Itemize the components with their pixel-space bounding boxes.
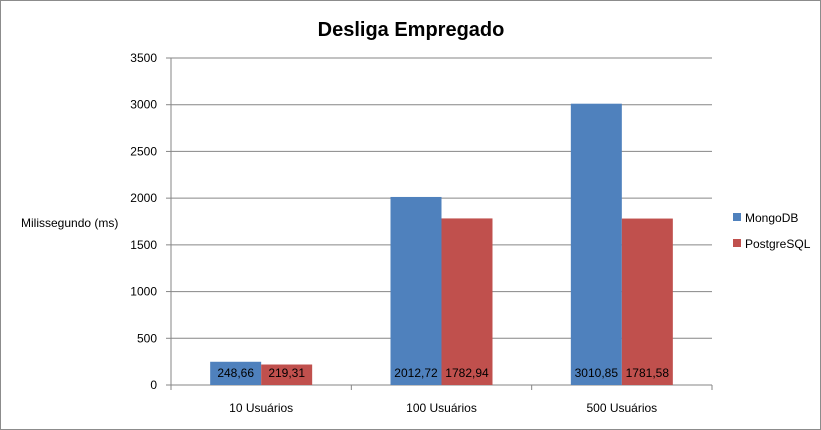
bar-postgresql-0 [261,364,313,385]
y-tick-label: 2500 [130,144,157,158]
legend: MongoDB PostgreSQL [733,211,811,251]
bar-postgresql-2 [621,218,673,385]
y-tick-label: 1000 [130,285,157,299]
x-tick-label: 100 Usuários [406,401,477,415]
data-label: 1782,94 [445,366,489,380]
x-tick-label: 10 Usuários [229,401,293,415]
x-axis-ticks: 10 Usuários 100 Usuários 500 Usuários [229,401,657,415]
y-tick-label: 2000 [130,191,157,205]
y-axis-ticks: 0 500 1000 1500 2000 2500 3000 3500 [130,51,157,392]
data-label: 248,66 [217,366,254,380]
y-tick-label: 500 [137,331,157,345]
legend-label-postgresql: PostgreSQL [745,237,811,251]
bar-mongodb-2 [570,103,622,385]
y-tick-label: 1500 [130,238,157,252]
legend-swatch-mongodb [733,213,741,221]
data-label: 3010,85 [575,366,619,380]
bar-mongodb-0 [210,361,262,385]
data-label: 1781,58 [626,366,670,380]
y-tick-label: 3500 [130,51,157,65]
bars [210,103,673,385]
y-tick-label: 3000 [130,98,157,112]
data-label: 2012,72 [394,366,438,380]
y-tick-label: 0 [150,378,157,392]
bar-mongodb-1 [390,196,442,385]
legend-swatch-postgresql [733,239,741,247]
legend-label-mongodb: MongoDB [745,211,798,225]
data-labels: 248,66 219,31 2012,72 1782,94 3010,85 1781,58 [217,366,669,380]
x-tick-label: 500 Usuários [586,401,657,415]
data-label: 219,31 [268,366,305,380]
chart-title: Desliga Empregado [318,19,505,41]
y-axis-label: Milissegundo (ms) [21,216,118,230]
bar-postgresql-1 [441,218,493,385]
